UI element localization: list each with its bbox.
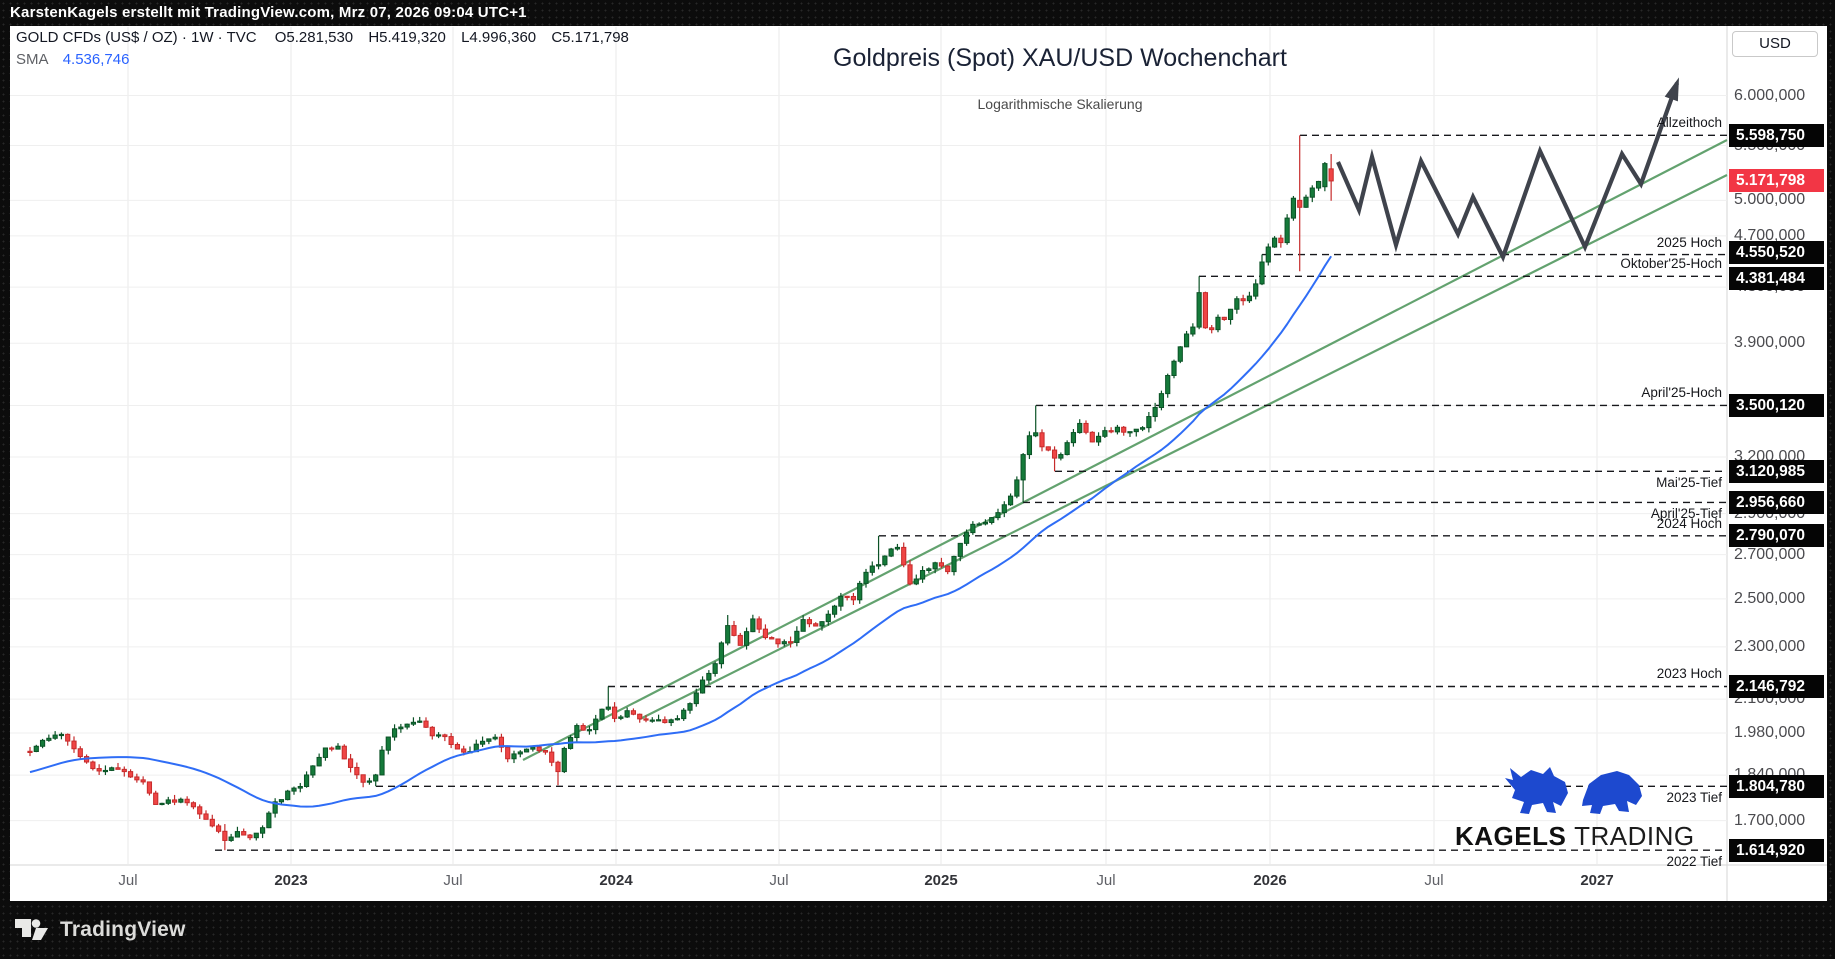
level-price-badge: 3.120,985 bbox=[1729, 459, 1824, 483]
level-label: 2023 Hoch bbox=[1656, 666, 1722, 682]
level-label: April'25-Hoch bbox=[1641, 385, 1722, 401]
current-price-badge: 5.171,798 bbox=[1729, 169, 1824, 193]
currency-chip: USD bbox=[1732, 31, 1818, 57]
price-tick: 3.900,000 bbox=[1734, 334, 1806, 352]
ohlc-close: C5.171,798 bbox=[551, 29, 629, 46]
bull-and-bear-icon bbox=[1505, 767, 1642, 814]
bear-icon bbox=[1582, 771, 1642, 814]
time-tick: 2023 bbox=[274, 872, 308, 889]
time-tick: Jul bbox=[443, 872, 463, 889]
level-label: 2025 Hoch bbox=[1656, 234, 1722, 250]
price-tick: 2.500,000 bbox=[1734, 589, 1806, 607]
tradingview-icon bbox=[15, 919, 48, 940]
time-axis[interactable] bbox=[10, 866, 1727, 901]
ohlc-open: O5.281,530 bbox=[274, 29, 354, 46]
time-tick: 2024 bbox=[599, 872, 633, 889]
tradingview-brand: TradingView bbox=[14, 910, 186, 950]
price-tick: 1.980,000 bbox=[1734, 724, 1806, 741]
sma-legend: SMA 4.536,746 bbox=[16, 51, 129, 68]
level-price-badge: 2.956,660 bbox=[1729, 490, 1824, 514]
page-title: Goldpreis (Spot) XAU/USD Wochenchart bbox=[833, 44, 1287, 72]
kagels-wordmark-bold: KAGELS bbox=[1455, 821, 1567, 851]
level-price-badge: 4.550,520 bbox=[1729, 241, 1824, 265]
tradingview-wordmark: TradingView bbox=[60, 918, 186, 941]
price-tick: 5.000,000 bbox=[1734, 191, 1806, 209]
symbol-legend: GOLD CFDs (US$ / OZ) · 1W · TVC O5.281,5… bbox=[16, 29, 640, 46]
kagels-trading-logo: KAGELS TRADING bbox=[1455, 762, 1694, 851]
price-tick: 1.700,000 bbox=[1734, 811, 1806, 829]
price-tick: 2.700,000 bbox=[1734, 545, 1806, 563]
price-tick: 4.700,000 bbox=[1734, 226, 1806, 244]
level-label: 2024 Hoch bbox=[1656, 515, 1722, 531]
kagels-trading-wordmark: KAGELS TRADING bbox=[1455, 821, 1694, 852]
kagels-wordmark-regular: TRADING bbox=[1574, 821, 1695, 851]
time-tick: Jul bbox=[118, 872, 138, 889]
price-axis[interactable] bbox=[1727, 27, 1827, 865]
level-label: Mai'25-Tief bbox=[1656, 475, 1722, 491]
chart-canvas[interactable] bbox=[10, 27, 1727, 865]
price-tick: 2.300,000 bbox=[1734, 637, 1806, 655]
time-tick: Jul bbox=[1424, 872, 1444, 889]
ohlc-low: L4.996,360 bbox=[461, 29, 537, 46]
level-price-badge: 2.146,792 bbox=[1729, 674, 1824, 698]
scale-note: Logarithmische Skalierung bbox=[977, 96, 1143, 112]
time-tick: 2026 bbox=[1253, 872, 1287, 889]
level-label: Allzeithoch bbox=[1656, 115, 1722, 131]
level-label: April'25-Tief bbox=[1650, 506, 1722, 522]
sma-label: SMA bbox=[16, 51, 49, 68]
ohlc-high: H5.419,320 bbox=[368, 29, 446, 46]
time-tick: 2025 bbox=[924, 872, 958, 889]
symbol-name: GOLD CFDs (US$ / OZ) · 1W · TVC bbox=[16, 29, 257, 46]
time-tick: 2027 bbox=[1580, 872, 1614, 889]
level-price-badge: 2.790,070 bbox=[1729, 524, 1824, 548]
level-label: Oktober'25-Hoch bbox=[1620, 256, 1722, 272]
time-tick: Jul bbox=[769, 872, 789, 889]
price-tick: 6.000,000 bbox=[1734, 86, 1806, 104]
level-label: 2023 Tief bbox=[1666, 790, 1722, 806]
level-price-badge: 1.804,780 bbox=[1729, 774, 1824, 798]
level-price-badge: 5.598,750 bbox=[1729, 123, 1824, 147]
time-tick: Jul bbox=[1096, 872, 1116, 889]
level-price-badge: 1.614,920 bbox=[1729, 838, 1824, 862]
level-price-badge: 3.500,120 bbox=[1729, 393, 1824, 417]
sma-value: 4.536,746 bbox=[62, 51, 130, 68]
bull-icon bbox=[1505, 767, 1568, 814]
level-price-badge: 4.381,484 bbox=[1729, 266, 1824, 290]
level-label: 2022 Tief bbox=[1666, 854, 1722, 870]
watermark-attribution: KarstenKagels erstellt mit TradingView.c… bbox=[10, 4, 527, 21]
